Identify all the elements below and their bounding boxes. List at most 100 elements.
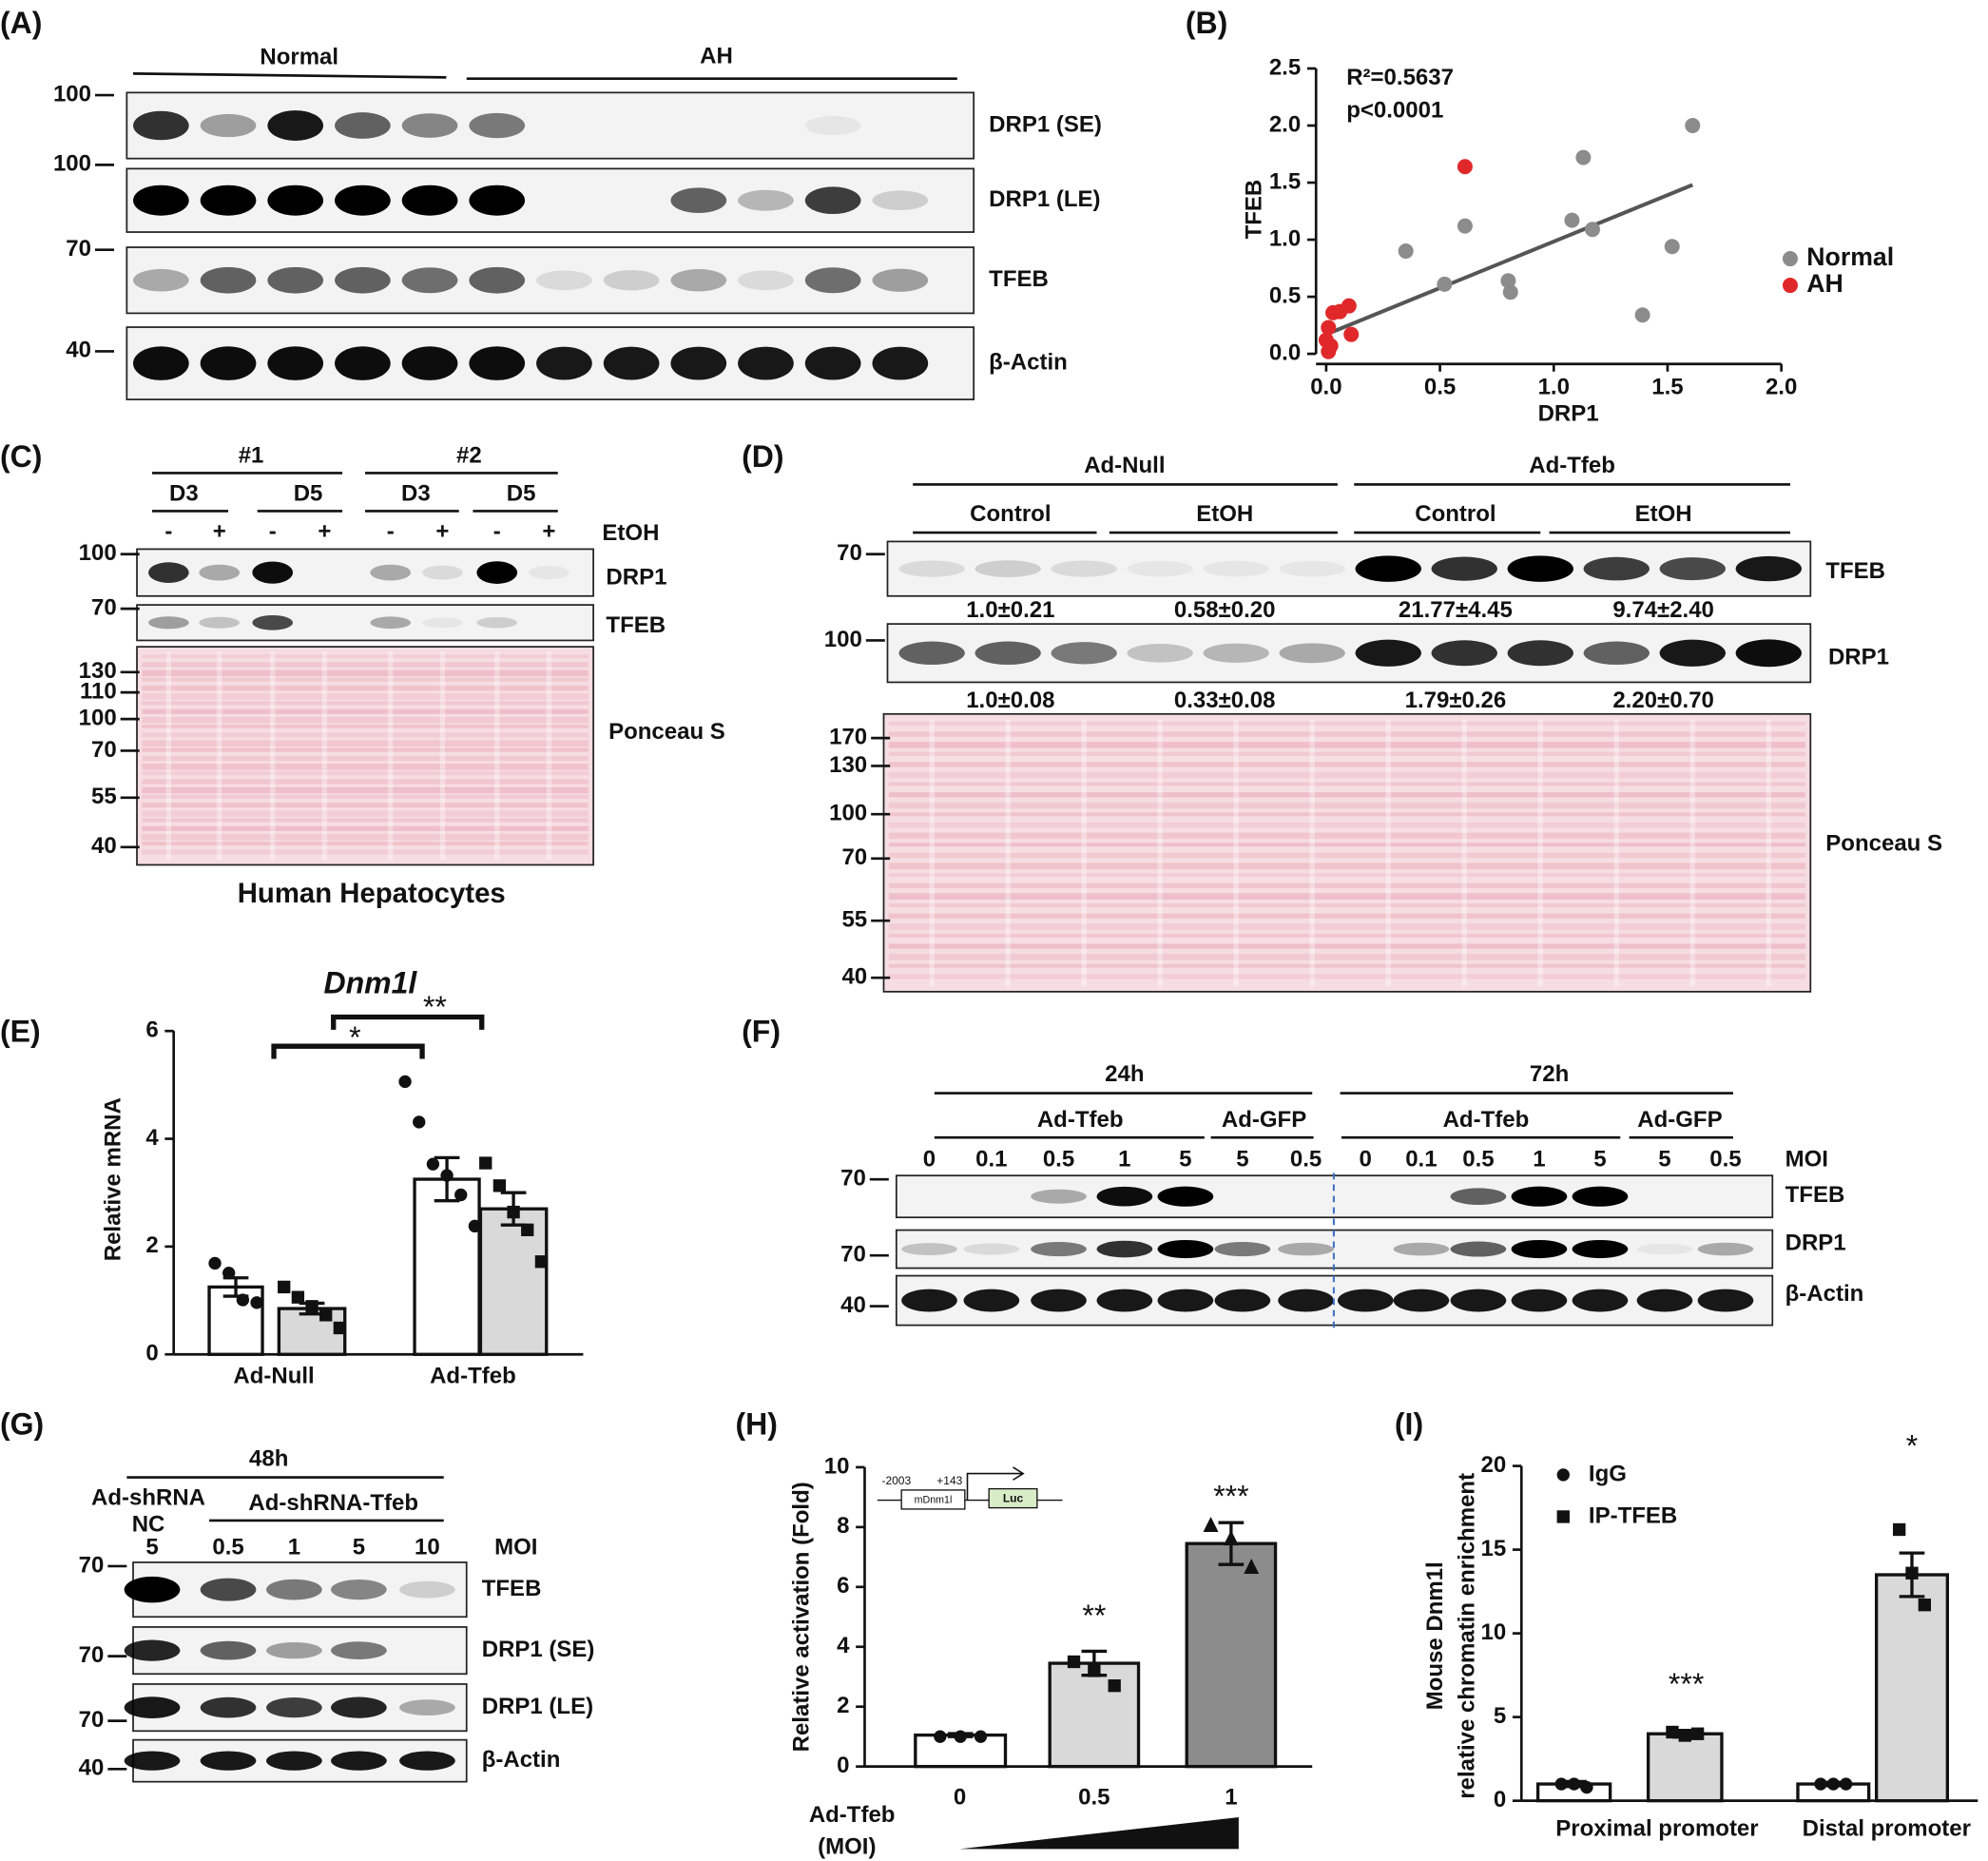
annotation: p<0.0001 xyxy=(1346,98,1443,124)
ponceau-stripe xyxy=(888,933,1805,938)
blot-band xyxy=(529,565,569,580)
data-point xyxy=(1457,159,1473,175)
ponceau-stripe xyxy=(888,902,1805,907)
legend-marker xyxy=(1556,1510,1570,1523)
ponceau-stripe xyxy=(888,943,1805,949)
bar xyxy=(478,1207,549,1356)
blot-band xyxy=(200,1578,257,1601)
lane-label: + xyxy=(542,518,555,544)
legend-marker xyxy=(1556,1468,1570,1482)
ponceau-lane xyxy=(1613,719,1619,987)
ponceau-stripe xyxy=(888,893,1805,900)
data-point xyxy=(1321,320,1337,336)
y-tick-label: 4 xyxy=(145,1125,159,1151)
blot-band xyxy=(199,616,241,629)
data-point xyxy=(413,1115,426,1129)
group-label: Control xyxy=(1415,501,1496,527)
data-point xyxy=(1580,1780,1593,1794)
blot-band xyxy=(469,346,526,380)
y-tick-label: 5 xyxy=(1494,1703,1506,1729)
blot-band xyxy=(133,184,189,216)
blot-band xyxy=(1051,560,1117,577)
data-point xyxy=(1664,239,1680,255)
ponceau-stripe xyxy=(142,818,589,823)
ponceau-stripe xyxy=(142,764,589,770)
data-point xyxy=(1814,1777,1827,1791)
ponceau-stripe xyxy=(142,849,589,855)
caption: Human Hepatocytes xyxy=(238,878,506,909)
x-tick-label: Distal promoter xyxy=(1803,1816,1971,1842)
blot-band xyxy=(1157,1186,1214,1207)
y-tick-label: 6 xyxy=(837,1573,849,1599)
promoter-box xyxy=(900,1489,966,1510)
blot-band xyxy=(124,1751,181,1771)
blot-strip xyxy=(136,604,594,642)
blot-band xyxy=(1572,1239,1629,1259)
data-point xyxy=(1826,1777,1840,1791)
ponceau-stripe xyxy=(888,771,1805,779)
y-tick-label: 0.5 xyxy=(1269,282,1301,308)
blot-band xyxy=(199,564,241,581)
data-point xyxy=(1918,1599,1931,1612)
blot-band xyxy=(1507,640,1573,667)
lane-label: 0.5 xyxy=(1043,1147,1074,1173)
mw-marker: 40 xyxy=(79,1755,105,1781)
y-tick-label: 2.5 xyxy=(1269,54,1301,80)
ponceau-stripe xyxy=(888,873,1805,878)
group-label: EtOH xyxy=(1196,501,1253,527)
blot-band xyxy=(1572,1289,1629,1312)
blot-band xyxy=(1127,643,1193,663)
y-tick-label: 20 xyxy=(1481,1452,1507,1478)
ponceau-stripe xyxy=(888,923,1805,930)
group-label: NC xyxy=(132,1512,165,1538)
row-label: TFEB xyxy=(989,266,1049,292)
ponceau-stripe xyxy=(142,740,589,747)
ponceau-stripe xyxy=(142,685,589,691)
blot-band xyxy=(1431,556,1497,581)
x-tick-label: 0 xyxy=(954,1784,966,1810)
row-label: β-Actin xyxy=(989,349,1068,375)
blot-band xyxy=(898,560,965,577)
lane-label: 0.5 xyxy=(1709,1147,1741,1173)
y-tick-label: 2 xyxy=(837,1693,849,1718)
significance: *** xyxy=(1213,1480,1248,1514)
ponceau-stripe xyxy=(888,913,1805,919)
x-tick-label: 1.0 xyxy=(1538,374,1570,399)
row-label: TFEB xyxy=(606,612,666,638)
ponceau-lane xyxy=(270,651,276,861)
ponceau-stripe xyxy=(888,802,1805,809)
data-point xyxy=(507,1205,520,1219)
blot-band xyxy=(1337,1289,1394,1312)
ponceau-lane xyxy=(1309,719,1315,987)
blot-band xyxy=(804,346,861,380)
blot-band xyxy=(267,346,324,380)
bar xyxy=(1874,1573,1949,1803)
y-tick-label: 10 xyxy=(824,1453,850,1479)
y-axis-label: Mouse Dnm1l xyxy=(1422,1561,1448,1710)
lane-label: + xyxy=(318,518,331,544)
lane-label: 5 xyxy=(1179,1147,1191,1173)
lane-label: 5 xyxy=(353,1535,365,1561)
mw-marker: 40 xyxy=(66,338,91,363)
row-label: DRP1 xyxy=(1785,1231,1846,1256)
row-label: DRP1 xyxy=(1828,644,1889,669)
ponceau-stripe xyxy=(888,742,1805,748)
blot-band xyxy=(738,270,794,291)
data-point xyxy=(1203,1516,1219,1532)
blot-band xyxy=(335,346,391,380)
bar xyxy=(1185,1541,1278,1769)
blot-band xyxy=(1507,555,1573,582)
ponceau-lane xyxy=(439,651,446,861)
x-tick-label: 0.5 xyxy=(1078,1784,1110,1810)
blot-band xyxy=(1096,1240,1153,1258)
lane-label: 10 xyxy=(415,1535,440,1561)
ponceau-stripe xyxy=(888,721,1805,726)
blot-band xyxy=(963,1243,1020,1255)
data-point xyxy=(1634,307,1650,323)
group-label: Ad-GFP xyxy=(1637,1107,1722,1133)
y-axis-label: Relative activation (Fold) xyxy=(788,1482,814,1752)
lane-label: 0 xyxy=(923,1147,936,1173)
ponceau-stripe xyxy=(142,794,589,799)
panel-label: (C) xyxy=(0,439,42,474)
